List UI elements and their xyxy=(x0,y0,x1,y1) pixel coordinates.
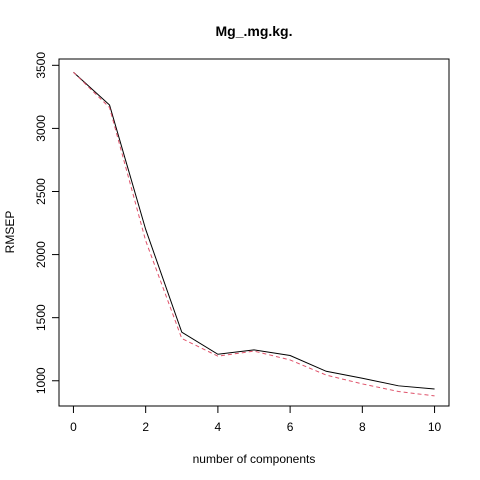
y-tick-label: 3500 xyxy=(34,52,48,79)
x-axis: 0 2 4 6 8 10 xyxy=(70,405,442,434)
y-axis-label: RMSEP xyxy=(3,211,17,254)
x-tick-label: 10 xyxy=(428,420,442,434)
y-axis: 1000 1500 2000 2500 3000 3500 xyxy=(34,52,60,394)
x-axis-label: number of components xyxy=(193,452,316,466)
series-layer xyxy=(73,71,435,397)
series-line-2 xyxy=(73,71,435,397)
x-tick-label: 4 xyxy=(215,420,222,434)
x-tick-label: 2 xyxy=(142,420,149,434)
y-tick-label: 1000 xyxy=(34,367,48,394)
plot-frame xyxy=(58,58,450,407)
series-line-1 xyxy=(73,71,435,390)
y-tick-label: 3000 xyxy=(34,115,48,142)
x-tick-label: 0 xyxy=(70,420,77,434)
y-tick-label: 1500 xyxy=(34,304,48,331)
y-tick-label: 2500 xyxy=(34,178,48,205)
x-tick-label: 8 xyxy=(359,420,366,434)
x-tick-label: 6 xyxy=(287,420,294,434)
y-tick-label: 2000 xyxy=(34,241,48,268)
chart-title: Mg_.mg.kg. xyxy=(215,23,292,39)
